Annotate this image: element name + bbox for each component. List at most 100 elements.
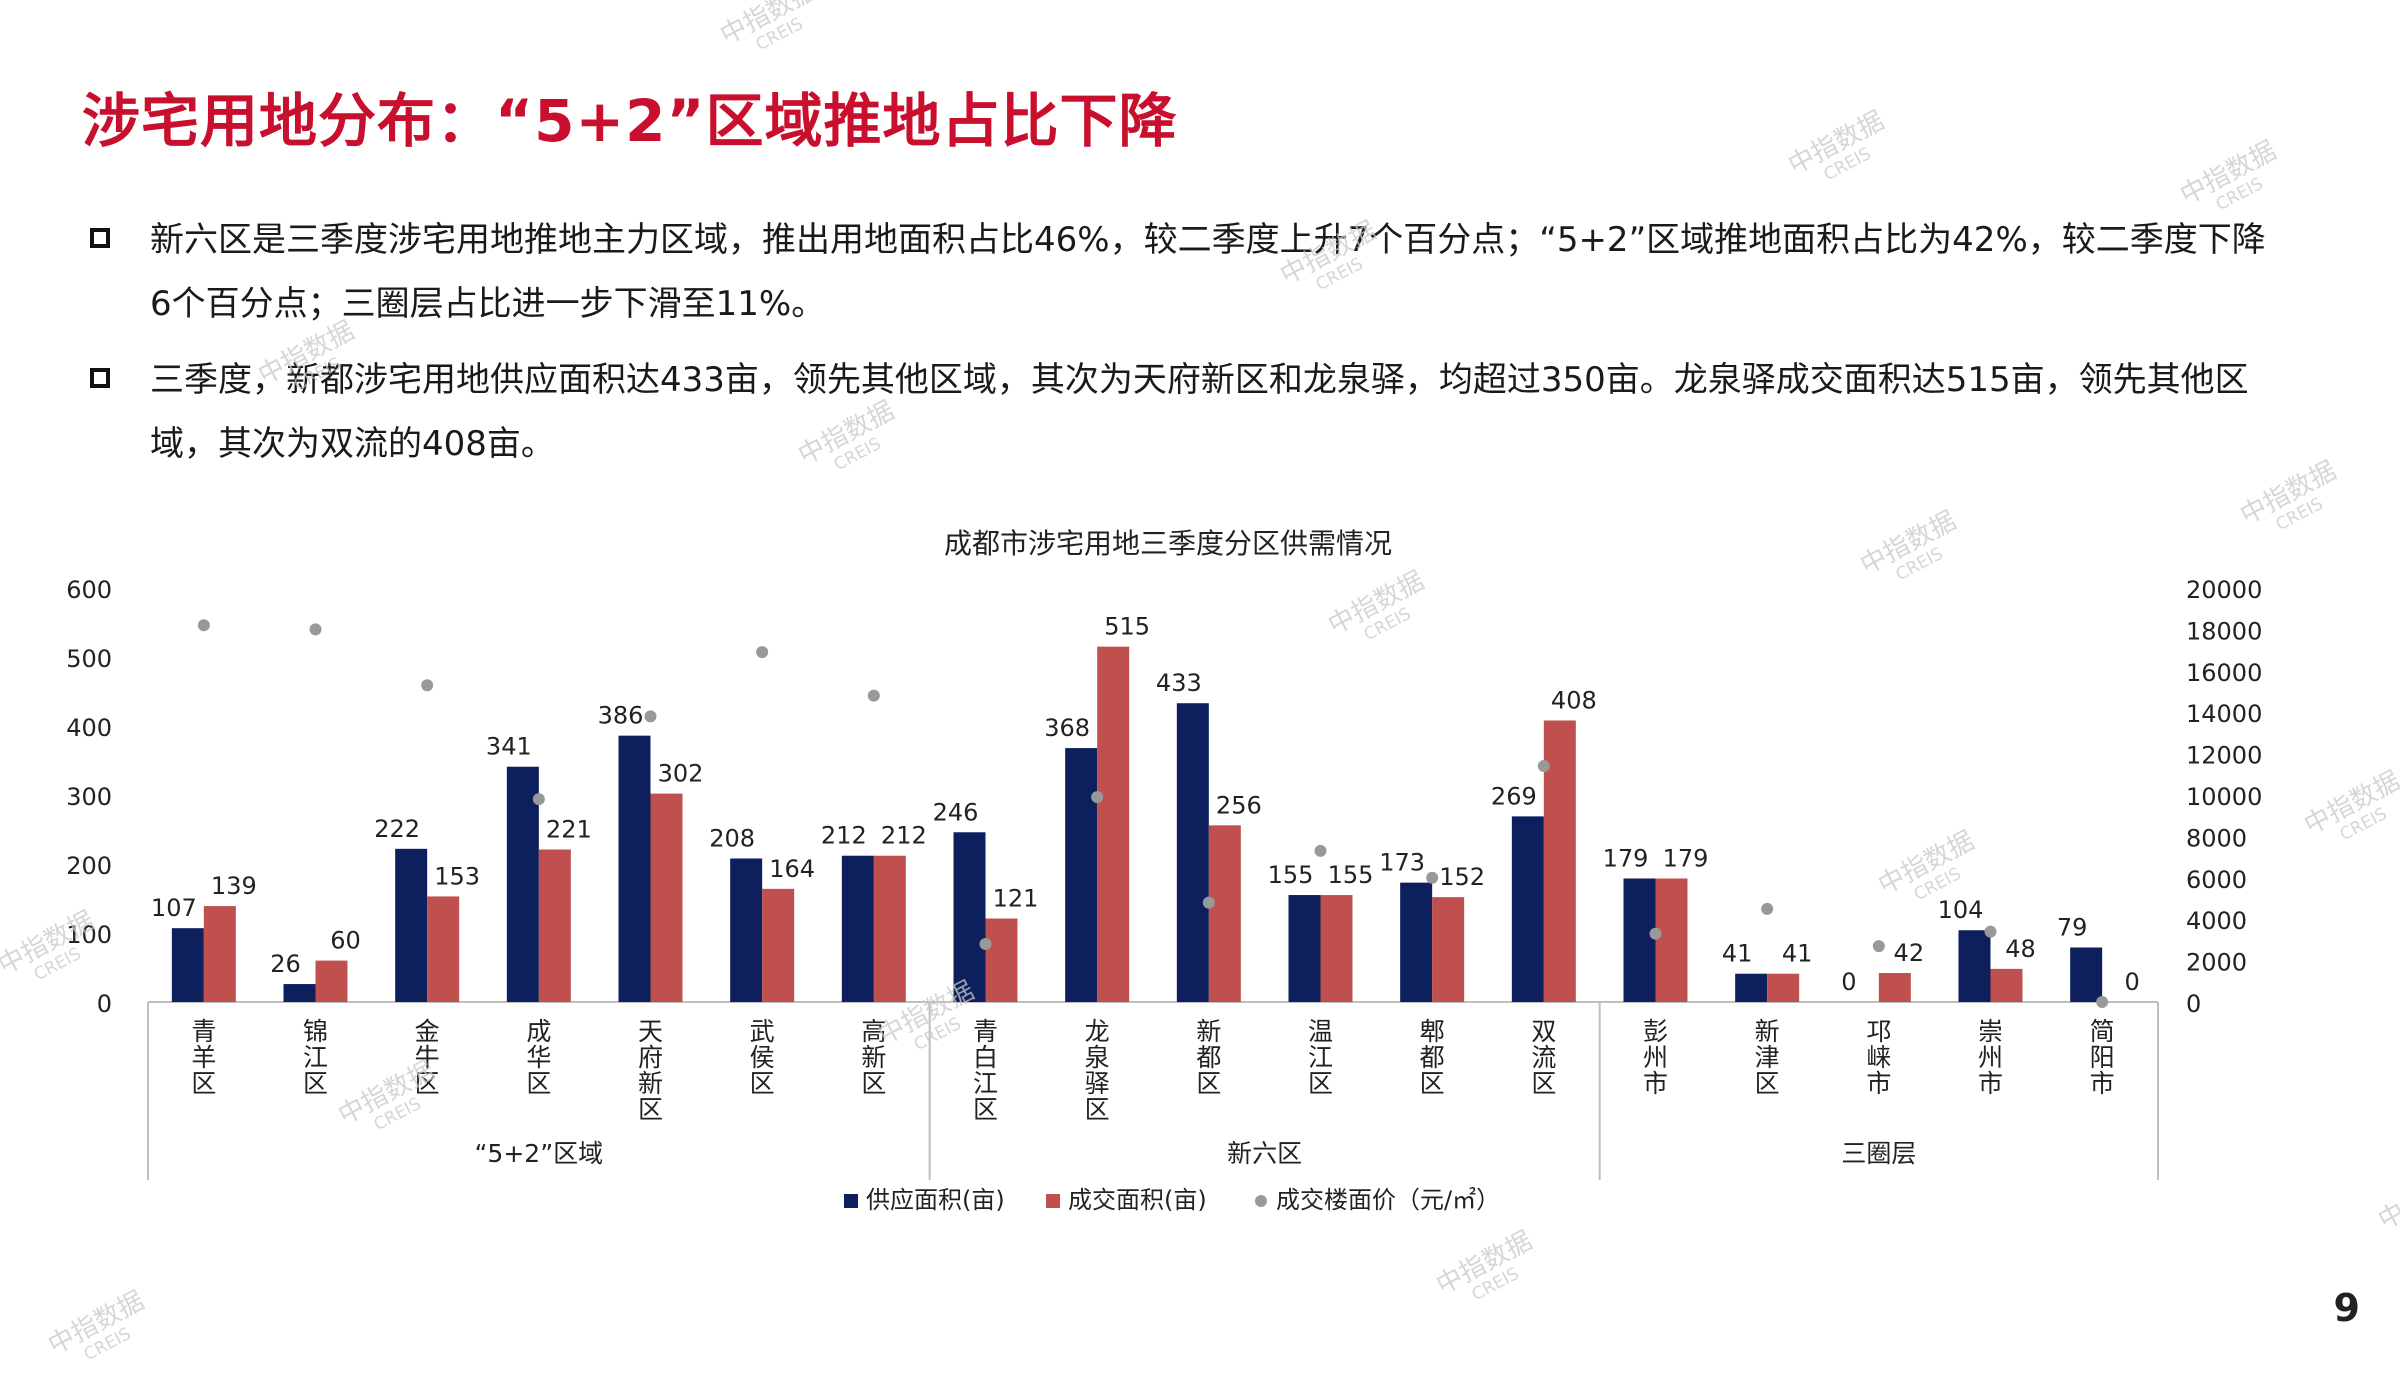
deal-bar bbox=[1878, 973, 1911, 1002]
supply-bar bbox=[618, 735, 651, 1002]
x-category-label-char: 区 bbox=[303, 1069, 328, 1098]
watermark-en-text: CREIS bbox=[80, 1323, 135, 1366]
watermark-cn-text: 中指数据 bbox=[2175, 135, 2282, 212]
supply-data-label: 173 bbox=[1379, 849, 1425, 877]
supply-data-label: 269 bbox=[1491, 782, 1537, 810]
deal-data-label: 408 bbox=[1551, 686, 1597, 714]
x-category-label-char: 江 bbox=[973, 1069, 998, 1098]
x-category-label-char: 州 bbox=[1978, 1043, 2003, 1072]
watermark-cn-text: 中指数据 bbox=[1783, 105, 1890, 182]
x-category-label-char: 江 bbox=[1308, 1043, 1333, 1072]
supply-data-label: 155 bbox=[1268, 861, 1314, 889]
deal-data-label: 0 bbox=[2125, 968, 2140, 996]
x-category-label-char: 金 bbox=[415, 1017, 440, 1046]
supply-data-label: 212 bbox=[821, 822, 867, 850]
x-category-label-char: 府 bbox=[638, 1043, 663, 1072]
x-category-label-char: 市 bbox=[1866, 1069, 1891, 1098]
price-point bbox=[1202, 896, 1215, 909]
x-category-label-char: 驿 bbox=[1085, 1069, 1110, 1098]
deal-data-label: 48 bbox=[2005, 935, 2036, 963]
x-category-label-char: 侯 bbox=[750, 1043, 775, 1072]
x-category-label-char: 区 bbox=[415, 1069, 440, 1098]
supply-data-label: 341 bbox=[486, 733, 532, 761]
price-point bbox=[2096, 996, 2109, 1008]
deal-bar bbox=[1432, 897, 1465, 1002]
square-bullet-icon bbox=[90, 228, 110, 248]
deal-data-label: 152 bbox=[1439, 863, 1485, 891]
supply-demand-chart: 成都市涉宅用地三季度分区供需情况600500400300200100020000… bbox=[66, 527, 2262, 1214]
deal-data-label: 179 bbox=[1663, 844, 1709, 872]
deal-bar bbox=[203, 906, 236, 1002]
x-category-label-char: 都 bbox=[1420, 1043, 1445, 1072]
legend-price-label: 成交楼面价（元/㎡） bbox=[1276, 1186, 1500, 1214]
x-category-label-char: 天 bbox=[638, 1017, 663, 1046]
deal-bar bbox=[1990, 968, 2023, 1002]
legend-supply-label: 供应面积(亩) bbox=[866, 1186, 1005, 1214]
x-category-label-char: 崇 bbox=[1978, 1017, 2003, 1046]
price-point bbox=[1314, 844, 1327, 857]
y-right-tick-label: 0 bbox=[2186, 990, 2201, 1018]
y-right-tick-label: 18000 bbox=[2186, 617, 2262, 645]
deal-data-label: 42 bbox=[1894, 939, 1925, 967]
slide-title: 涉宅用地分布：“5+2”区域推地占比下降 bbox=[82, 87, 1178, 155]
x-category-label-char: 阳 bbox=[2090, 1043, 2115, 1072]
y-left-tick-label: 400 bbox=[66, 714, 112, 742]
price-point bbox=[421, 679, 434, 692]
supply-data-label: 26 bbox=[270, 950, 301, 978]
y-left-tick-label: 100 bbox=[66, 921, 112, 949]
x-category-label-char: 区 bbox=[973, 1095, 998, 1124]
x-category-label-char: 市 bbox=[2090, 1069, 2115, 1098]
supply-data-label: 104 bbox=[1938, 896, 1984, 924]
price-point bbox=[1761, 902, 1774, 915]
legend-deal-swatch bbox=[1046, 1194, 1060, 1208]
supply-bar bbox=[1511, 816, 1544, 1002]
supply-data-label: 368 bbox=[1044, 714, 1090, 742]
price-point bbox=[1091, 791, 1104, 804]
x-category-label-char: 青 bbox=[973, 1017, 998, 1046]
deal-data-label: 139 bbox=[211, 872, 257, 900]
supply-bar bbox=[506, 766, 539, 1002]
x-category-label-char: 白 bbox=[973, 1043, 998, 1072]
x-category-label-char: 锦 bbox=[303, 1017, 328, 1046]
x-category-label-char: 区 bbox=[1085, 1095, 1110, 1124]
supply-data-label: 433 bbox=[1156, 669, 1202, 697]
x-category-label-char: 成 bbox=[526, 1017, 551, 1046]
deal-data-label: 302 bbox=[658, 760, 704, 788]
supply-data-label: 222 bbox=[374, 815, 420, 843]
supply-bar bbox=[1065, 748, 1098, 1002]
y-right-tick-label: 10000 bbox=[2186, 783, 2262, 811]
deal-bar bbox=[650, 793, 683, 1002]
x-category-label-char: 津 bbox=[1755, 1043, 1780, 1072]
legend-price-swatch bbox=[1255, 1195, 1267, 1207]
supply-bar bbox=[841, 855, 874, 1002]
deal-data-label: 164 bbox=[769, 855, 815, 883]
x-category-label-char: 区 bbox=[1196, 1069, 1221, 1098]
group-label: “5+2”区域 bbox=[474, 1139, 603, 1168]
deal-bar bbox=[1208, 825, 1241, 1002]
square-bullet-icon bbox=[90, 368, 110, 388]
y-left-tick-label: 600 bbox=[66, 576, 112, 604]
supply-bar bbox=[953, 832, 986, 1002]
x-category-label-char: 高 bbox=[861, 1017, 886, 1046]
x-category-label-char: 羊 bbox=[191, 1043, 216, 1072]
legend-supply-swatch bbox=[844, 1194, 858, 1208]
y-left-tick-label: 500 bbox=[66, 645, 112, 673]
x-category-label-char: 双 bbox=[1531, 1017, 1556, 1046]
watermark-en-text: CREIS bbox=[1468, 1263, 1523, 1306]
x-category-label-char: 简 bbox=[2090, 1017, 2115, 1046]
deal-data-label: 256 bbox=[1216, 791, 1262, 819]
x-category-label-char: 青 bbox=[191, 1017, 216, 1046]
deal-data-label: 155 bbox=[1328, 861, 1374, 889]
y-right-tick-label: 12000 bbox=[2186, 742, 2262, 770]
x-category-label-char: 区 bbox=[1755, 1069, 1780, 1098]
x-category-label-char: 泉 bbox=[1085, 1043, 1110, 1072]
deal-bar bbox=[1320, 895, 1353, 1002]
group-label: 新六区 bbox=[1227, 1139, 1302, 1168]
supply-bar bbox=[171, 928, 204, 1002]
price-point bbox=[979, 938, 992, 951]
supply-data-label: 208 bbox=[709, 824, 755, 852]
legend-deal-label: 成交面积(亩) bbox=[1068, 1186, 1207, 1214]
x-category-label-char: 区 bbox=[1308, 1069, 1333, 1098]
supply-bar bbox=[1623, 878, 1656, 1002]
